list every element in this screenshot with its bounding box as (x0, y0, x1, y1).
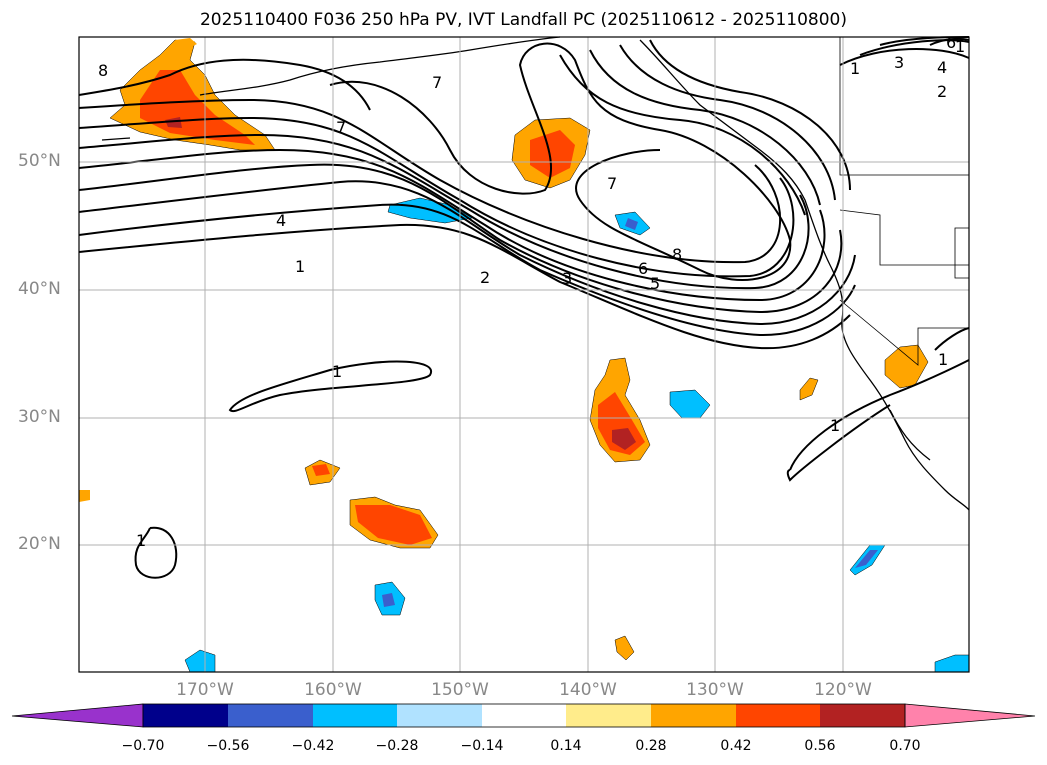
contour-label: 3 (894, 53, 904, 72)
lat-label: 50°N (18, 151, 61, 171)
lon-label: 120°W (814, 680, 872, 700)
contour-label: 2 (480, 268, 490, 287)
contour-label: 1 (136, 531, 146, 550)
contour-label: 4 (276, 211, 286, 230)
colorbar-segment (482, 704, 566, 727)
contour-label: 7 (432, 73, 442, 92)
lon-label: 160°W (304, 680, 362, 700)
colorbar-segment (143, 704, 228, 727)
colorbar-tick: −0.14 (460, 738, 504, 754)
map-title: 2025110400 F036 250 hPa PV, IVT Landfall… (199, 10, 847, 30)
colorbar-over-arrow (904, 703, 1036, 728)
colorbar-tick: −0.28 (375, 738, 419, 754)
contour-label: 1 (850, 59, 860, 78)
contour-label: 6 (638, 259, 648, 278)
colorbar-segment (651, 704, 736, 727)
lat-label: 20°N (18, 534, 61, 554)
contour-label: 7 (336, 118, 346, 137)
colorbar-tick: −0.42 (291, 738, 335, 754)
colorbar-tick: 0.28 (635, 738, 667, 754)
lat-label: 40°N (18, 279, 61, 299)
contour-label: 1 (938, 350, 948, 369)
contour-label: 7 (607, 174, 617, 193)
contour-label: 8 (98, 61, 108, 80)
lat-label: 30°N (18, 407, 61, 427)
colorbar-under-arrow (11, 703, 144, 728)
contour-label: 3 (562, 269, 572, 288)
contour-label: 1 (295, 257, 305, 276)
contour-label: 1 (830, 416, 840, 435)
colorbar-tick: 0.56 (804, 738, 836, 754)
contour-label: 5 (650, 274, 660, 293)
contour-label: 8 (672, 245, 682, 264)
colorbar-segment (397, 704, 482, 727)
lon-label: 150°W (431, 680, 489, 700)
coastlines (101, 36, 970, 511)
lon-label: 130°W (686, 680, 744, 700)
colorbar-segment (228, 704, 313, 727)
contour-label: 4 (937, 58, 947, 77)
map-frame (78, 36, 970, 673)
colorbar-tick: −0.56 (206, 738, 250, 754)
colorbar-tick: 0.14 (550, 738, 582, 754)
political-borders (839, 37, 970, 366)
lon-label: 170°W (176, 680, 234, 700)
contour-label: 1 (332, 362, 342, 381)
contour-labels: 8 7 7 4 1 1 1 2 3 7 6 5 8 1 2 3 4 6 1 1 … (98, 33, 965, 550)
colorbar-tick: 0.42 (720, 738, 752, 754)
contour-label: 1 (955, 37, 965, 56)
contour-label: 2 (937, 82, 947, 101)
colorbar-segment (736, 704, 820, 727)
colorbar-segment (566, 704, 651, 727)
colorbar-tick: −0.70 (121, 738, 165, 754)
contour-label: 6 (946, 33, 956, 52)
gridlines (79, 37, 969, 672)
colorbar-segment (313, 704, 397, 727)
colorbar-segment (820, 704, 905, 727)
pv-contours (78, 36, 970, 579)
lon-label: 140°W (559, 680, 617, 700)
colorbar (11, 703, 1036, 728)
colorbar-tick: 0.70 (889, 738, 921, 754)
